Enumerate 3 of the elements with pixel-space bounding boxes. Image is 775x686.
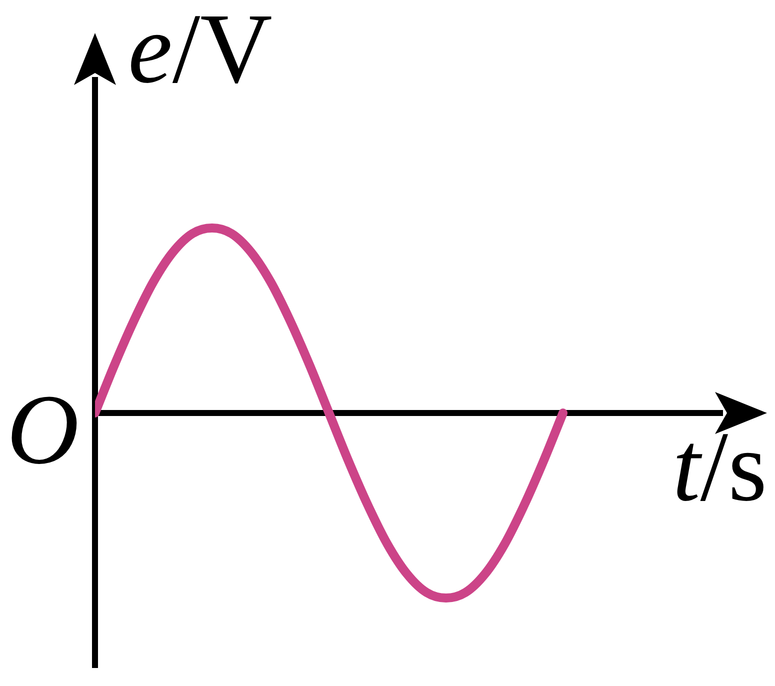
- text: O: [6, 374, 79, 485]
- y-axis-title: e/V: [128, 0, 272, 104]
- x-axis-title: t/s: [672, 411, 768, 522]
